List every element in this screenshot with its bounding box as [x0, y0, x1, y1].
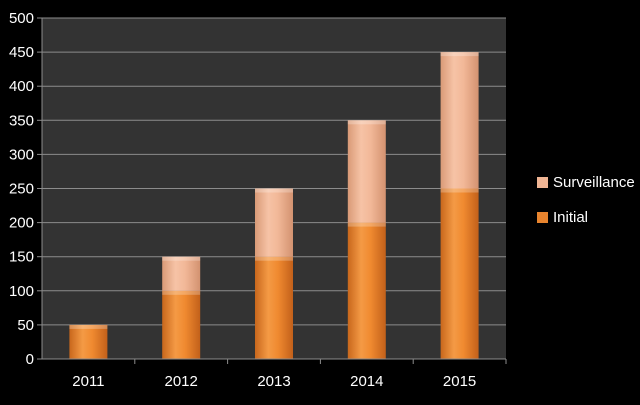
legend-item-initial: Initial	[537, 207, 640, 227]
bar-initial-2014	[347, 222, 386, 359]
bar-highlight	[162, 256, 201, 261]
x-tick-label: 2013	[257, 373, 290, 390]
y-tick-label: 450	[9, 44, 34, 61]
y-tick-label: 150	[9, 249, 34, 266]
x-tick-label: 2014	[350, 373, 383, 390]
bar-initial-2013	[255, 256, 293, 359]
bar-surveillance-2015	[440, 52, 479, 189]
bar-highlight	[347, 222, 386, 227]
bar-surveillance-2014	[347, 120, 386, 223]
y-tick-label: 300	[9, 146, 34, 163]
x-tick-label: 2015	[443, 373, 476, 390]
legend-item-surveillance: Surveillance	[537, 172, 640, 192]
y-tick-label: 0	[26, 351, 34, 368]
bar-highlight	[440, 188, 479, 193]
y-tick-label: 500	[9, 10, 34, 27]
bar-highlight	[255, 256, 293, 261]
y-tick-label: 200	[9, 215, 34, 232]
bar-surveillance-2012	[162, 256, 201, 291]
bar-highlight	[255, 188, 293, 193]
bar-surveillance-2013	[255, 188, 293, 257]
y-tick-label: 50	[17, 317, 34, 334]
x-tick-label: 2012	[165, 373, 198, 390]
bar-highlight	[162, 290, 201, 295]
legend-swatch-initial	[537, 211, 548, 223]
bar-highlight	[347, 120, 386, 125]
y-tick-label: 250	[9, 181, 34, 198]
bar-initial-2012	[162, 290, 201, 359]
legend: Surveillance Initial	[537, 172, 640, 242]
bar-initial-2011	[69, 324, 108, 359]
bar-initial-2015	[440, 188, 479, 359]
y-tick-label: 350	[9, 112, 34, 129]
bar-highlight	[440, 52, 479, 57]
x-tick-label: 2011	[72, 373, 104, 390]
legend-swatch-surveillance	[537, 176, 548, 188]
y-tick-label: 100	[9, 283, 34, 300]
legend-label-initial: Initial	[553, 208, 589, 226]
y-tick-label: 400	[9, 78, 34, 95]
legend-label-surveillance: Surveillance	[553, 173, 635, 191]
bar-highlight	[69, 324, 108, 329]
